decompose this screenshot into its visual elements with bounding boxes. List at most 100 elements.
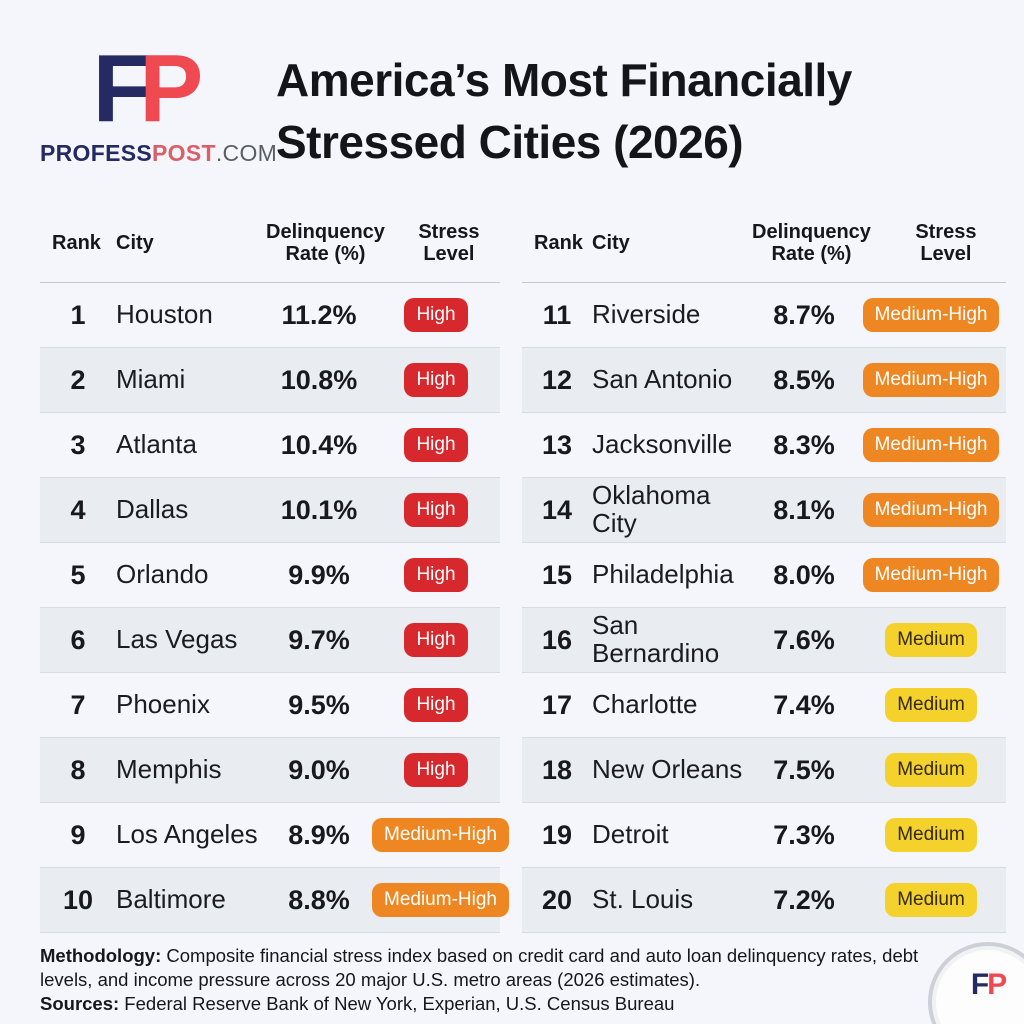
- title-line-2: Stressed Cities (2026): [276, 115, 744, 168]
- rate-cell: 9.5%: [288, 689, 350, 720]
- logo-letter-p: P: [139, 35, 203, 142]
- stress-badge: High: [404, 558, 468, 592]
- table-row: 5 Orlando 9.9% High: [40, 543, 500, 607]
- rank-cell: 16: [541, 624, 573, 655]
- stress-badge: High: [404, 688, 468, 722]
- table-row: 17 Charlotte 7.4% Medium: [522, 673, 1006, 737]
- city-cell: Phoenix: [116, 689, 210, 720]
- city-cell: San Bernardino: [592, 610, 720, 668]
- rank-cell: 19: [541, 819, 573, 850]
- table-row: 14 Oklahoma City 8.1% Medium-High: [522, 477, 1006, 543]
- rate-cell: 8.1%: [773, 494, 835, 525]
- stress-badge: Medium-High: [862, 428, 1000, 462]
- rank-cell: 8: [70, 754, 86, 785]
- rate-cell: 8.0%: [773, 559, 835, 590]
- city-tables: Rank City Delinquency Rate (%) Stress Leve…: [40, 212, 1006, 933]
- city-cell: Philadelphia: [592, 559, 734, 590]
- header-delinquency-rate: Delinquency Rate (%): [266, 220, 385, 265]
- table-body-left: 1 Houston 11.2% High 2 Miami 10.8% High …: [40, 283, 509, 933]
- table-row: 3 Atlanta 10.4% High: [40, 413, 500, 477]
- rank-cell: 20: [541, 884, 573, 915]
- footer-notes: Methodology: Composite financial stress …: [40, 944, 952, 1016]
- rate-cell: 7.2%: [773, 884, 835, 915]
- table-row: 19 Detroit 7.3% Medium: [522, 803, 1006, 867]
- rank-cell: 4: [70, 494, 86, 525]
- professpost-logo: FP PROFESSPOST.COM: [40, 40, 277, 167]
- table-header: Rank City Delinquency Rate (%) Stress Leve…: [40, 212, 500, 283]
- rate-cell: 7.5%: [773, 754, 835, 785]
- table-row: 10 Baltimore 8.8% Medium-High: [40, 867, 509, 933]
- header-rank: Rank: [534, 231, 583, 254]
- table-row: 2 Miami 10.8% High: [40, 347, 500, 413]
- logo-letter-f: F: [92, 35, 152, 142]
- city-cell: Los Angeles: [116, 819, 258, 850]
- stress-badge: Medium-High: [372, 883, 509, 917]
- rate-cell: 9.7%: [288, 624, 350, 655]
- city-cell: Houston: [116, 299, 213, 330]
- rate-cell: 10.8%: [280, 364, 358, 395]
- table-row: 18 New Orleans 7.5% Medium: [522, 737, 1006, 803]
- rate-cell: 10.1%: [280, 494, 358, 525]
- city-cell: San Antonio: [592, 364, 733, 395]
- rank-cell: 18: [541, 754, 573, 785]
- sources-text: Federal Reserve Bank of New York, Experi…: [119, 993, 675, 1015]
- rank-cell: 6: [70, 624, 86, 655]
- rank-cell: 14: [541, 494, 573, 525]
- rank-cell: 1: [70, 299, 86, 330]
- fp-logo-icon: FP: [40, 40, 252, 138]
- header-city: City: [592, 231, 630, 254]
- table-row: 13 Jacksonville 8.3% Medium-High: [522, 413, 1006, 477]
- city-cell: Orlando: [116, 559, 209, 590]
- rank-cell: 13: [541, 429, 573, 460]
- stress-badge: Medium-High: [862, 363, 1000, 397]
- site-url: PROFESSPOST.COM: [40, 139, 277, 167]
- site-name-secondary: POST: [152, 139, 216, 166]
- rate-cell: 11.2%: [281, 299, 357, 330]
- rank-cell: 7: [70, 689, 86, 720]
- stress-badge: Medium-High: [862, 298, 1000, 332]
- page-title: America’s Most Financially Stressed Citie…: [276, 50, 852, 173]
- rate-cell: 9.0%: [288, 754, 350, 785]
- city-cell: Riverside: [592, 299, 701, 330]
- rank-cell: 3: [70, 429, 86, 460]
- title-line-1: America’s Most Financially: [276, 54, 852, 106]
- header-city: City: [116, 231, 154, 254]
- rank-cell: 10: [62, 884, 94, 915]
- table-row: 12 San Antonio 8.5% Medium-High: [522, 347, 1006, 413]
- sources-note: Sources: Federal Reserve Bank of New Yor…: [40, 992, 952, 1016]
- table-row: 8 Memphis 9.0% High: [40, 737, 500, 803]
- rank-cell: 2: [70, 364, 86, 395]
- city-cell: Miami: [116, 364, 186, 395]
- stress-badge: High: [404, 623, 468, 657]
- methodology-label: Methodology:: [40, 945, 162, 966]
- table-row: 1 Houston 11.2% High: [40, 283, 500, 347]
- table-ranks-11-20: Rank City Delinquency Rate (%) Stress Leve…: [522, 212, 1006, 933]
- sources-label: Sources:: [40, 993, 120, 1015]
- table-row: 7 Phoenix 9.5% High: [40, 673, 500, 737]
- rate-cell: 8.9%: [288, 819, 350, 850]
- rank-cell: 15: [541, 559, 573, 590]
- city-cell: Baltimore: [116, 884, 226, 915]
- stress-badge: Medium: [885, 883, 977, 917]
- rank-cell: 5: [70, 559, 86, 590]
- rank-cell: 12: [541, 364, 573, 395]
- rank-cell: 17: [541, 689, 573, 720]
- stress-badge: Medium: [885, 818, 977, 852]
- stress-badge: Medium-High: [862, 493, 1000, 527]
- stress-badge: High: [404, 363, 468, 397]
- rate-cell: 7.3%: [773, 819, 835, 850]
- rate-cell: 7.6%: [773, 624, 835, 655]
- header-stress-level: Stress Level: [418, 220, 480, 265]
- stress-badge: Medium-High: [862, 558, 1000, 592]
- stress-badge: High: [404, 493, 468, 527]
- methodology-note: Methodology: Composite financial stress …: [40, 944, 952, 992]
- site-tld: .COM: [215, 139, 278, 166]
- stress-badge: Medium-High: [372, 818, 509, 852]
- city-cell: Memphis: [116, 754, 222, 785]
- table-body-right: 11 Riverside 8.7% Medium-High 12 San Ant…: [522, 283, 1006, 933]
- header-stress-level: Stress Level: [915, 220, 977, 265]
- rate-cell: 9.9%: [288, 559, 350, 590]
- city-cell: Dallas: [116, 494, 189, 525]
- rank-cell: 11: [542, 299, 572, 330]
- methodology-text: Composite financial stress index based o…: [40, 945, 919, 991]
